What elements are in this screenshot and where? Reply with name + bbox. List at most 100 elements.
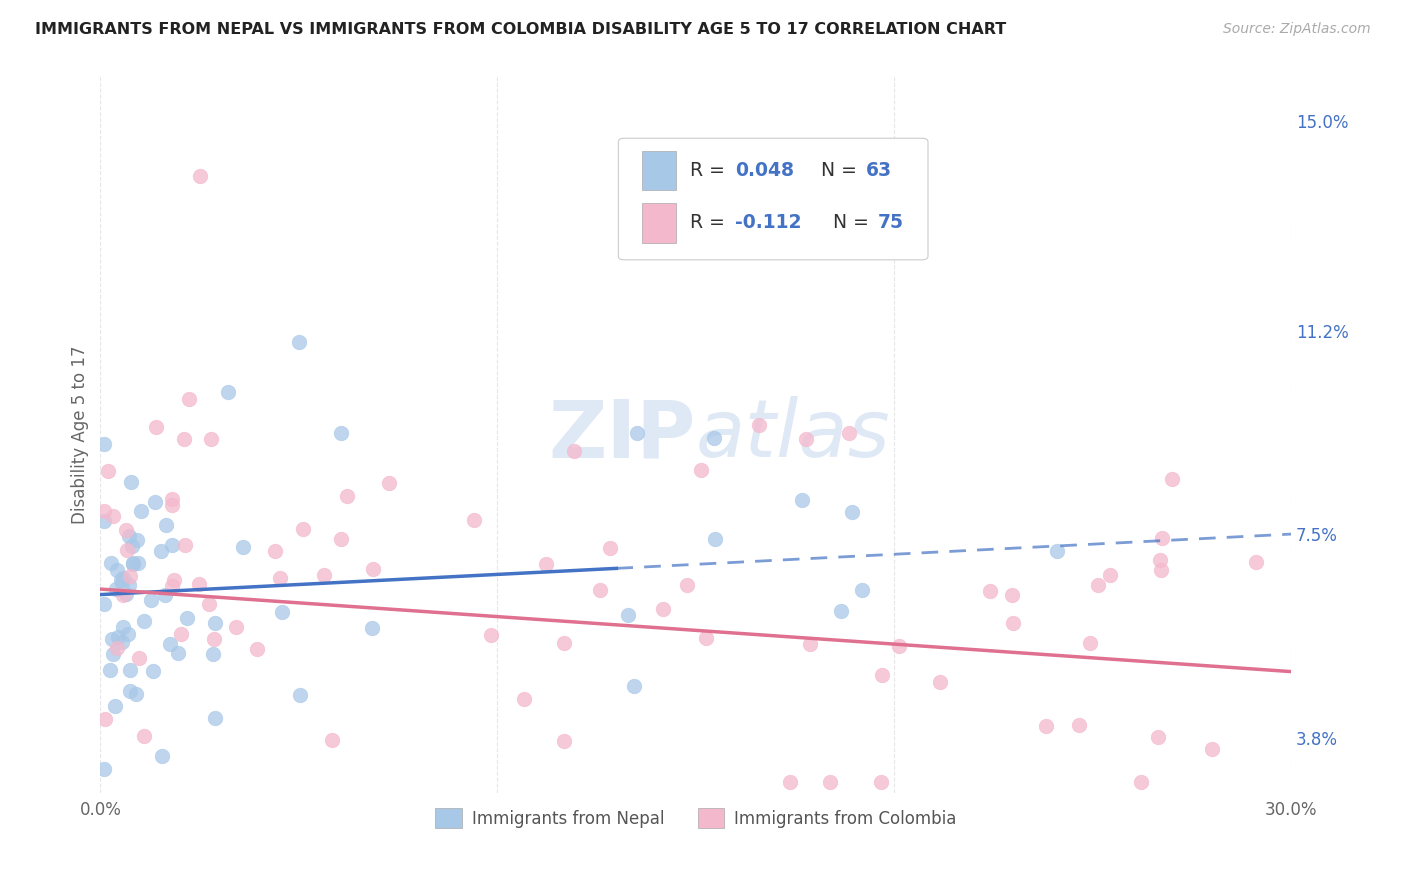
Point [114,587,136,601]
Point [159,637,181,651]
Point [129,503,152,517]
Point [245,641,267,656]
Point [979,584,1001,599]
Point [173,432,195,446]
Point [107,630,129,644]
Point [202,632,225,647]
Point [170,627,193,641]
Point [703,431,725,445]
Legend: Immigrants from Nepal, Immigrants from Colombia: Immigrants from Nepal, Immigrants from C… [429,802,963,834]
Point [651,602,673,616]
Point [1046,544,1069,558]
Point [1201,741,1223,756]
Point [330,426,353,441]
Point [1001,588,1024,602]
Point [122,556,145,570]
FancyBboxPatch shape [619,138,928,260]
Text: -0.112: -0.112 [735,213,801,232]
Point [127,533,149,547]
Text: ZIP: ZIP [548,396,696,474]
Text: atlas: atlas [696,396,890,474]
Point [553,636,575,650]
Point [599,541,621,555]
FancyBboxPatch shape [643,203,675,243]
Point [321,733,343,747]
Point [111,575,134,590]
Point [870,774,893,789]
Point [361,622,384,636]
Text: R =: R = [690,213,731,232]
Point [160,498,183,512]
Point [111,588,134,602]
FancyBboxPatch shape [643,151,675,190]
Point [481,628,503,642]
Point [676,578,699,592]
Point [120,683,142,698]
Point [149,544,172,558]
Point [232,540,254,554]
Point [626,426,648,441]
Point [1067,717,1090,731]
Point [98,663,121,677]
Point [188,169,211,184]
Point [513,691,536,706]
Point [93,762,115,776]
Point [889,639,911,653]
Text: N =: N = [815,213,875,232]
Point [553,733,575,747]
Point [851,582,873,597]
Point [110,574,132,588]
Point [111,619,134,633]
Text: 0.048: 0.048 [735,161,794,179]
Point [841,505,863,519]
Point [377,476,399,491]
Point [124,688,146,702]
Point [330,532,353,546]
Point [162,538,184,552]
Point [1149,553,1171,567]
Point [120,475,142,489]
Text: N =: N = [803,161,863,179]
Point [271,605,294,619]
Point [167,646,190,660]
Point [204,616,226,631]
Point [534,557,557,571]
Point [143,494,166,508]
Point [336,489,359,503]
Point [105,641,128,656]
Point [1150,531,1173,545]
Point [204,711,226,725]
Point [870,668,893,682]
Text: Source: ZipAtlas.com: Source: ZipAtlas.com [1223,22,1371,37]
Point [792,492,814,507]
Point [217,384,239,399]
Point [134,729,156,743]
Point [928,675,950,690]
Point [94,712,117,726]
Point [142,664,165,678]
Point [695,631,717,645]
Point [202,647,225,661]
Point [118,664,141,678]
Point [689,463,711,477]
Point [105,563,128,577]
Point [117,627,139,641]
Point [1078,636,1101,650]
Point [121,539,143,553]
Point [104,699,127,714]
Point [779,774,801,789]
Point [463,514,485,528]
Point [122,557,145,571]
Point [562,443,585,458]
Point [748,417,770,432]
Point [1147,730,1170,744]
Point [100,556,122,570]
Point [101,632,124,646]
Point [1099,568,1122,582]
Point [197,597,219,611]
Point [115,523,138,537]
Point [269,571,291,585]
Point [617,608,640,623]
Text: IMMIGRANTS FROM NEPAL VS IMMIGRANTS FROM COLOMBIA DISABILITY AGE 5 TO 17 CORRELA: IMMIGRANTS FROM NEPAL VS IMMIGRANTS FROM… [35,22,1007,37]
Point [312,567,335,582]
